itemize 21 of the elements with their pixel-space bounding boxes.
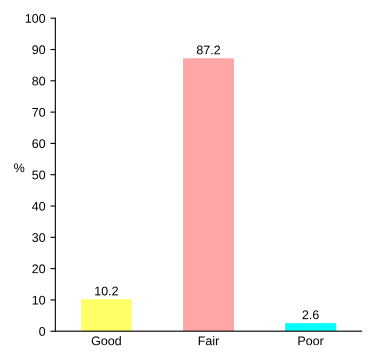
y-tick-label: 50 — [32, 170, 46, 180]
data-label: 2.6 — [302, 310, 319, 320]
y-tick-label: 0 — [39, 327, 46, 336]
y-tick-label: 70 — [32, 108, 46, 117]
y-tick-label: 40 — [32, 202, 46, 211]
y-tick-label: 60 — [32, 139, 46, 148]
data-label: 87.2 — [196, 46, 220, 54]
y-tick-label: 100 — [26, 14, 46, 23]
y-tick-label: 10 — [32, 296, 46, 305]
x-tick-label: Poor — [298, 336, 324, 346]
bar — [182, 58, 234, 332]
bar — [285, 323, 336, 332]
y-tick-label: 90 — [32, 45, 46, 54]
x-tick-label: Good — [92, 336, 121, 346]
bar — [80, 299, 132, 332]
y-tick-label: 30 — [32, 233, 46, 242]
y-tick-label: 20 — [32, 264, 46, 274]
y-axis-title: % — [14, 163, 24, 172]
data-label: 10.2 — [95, 286, 118, 296]
y-tick-label: 80 — [32, 76, 46, 86]
x-tick-label: Fair — [198, 336, 220, 346]
